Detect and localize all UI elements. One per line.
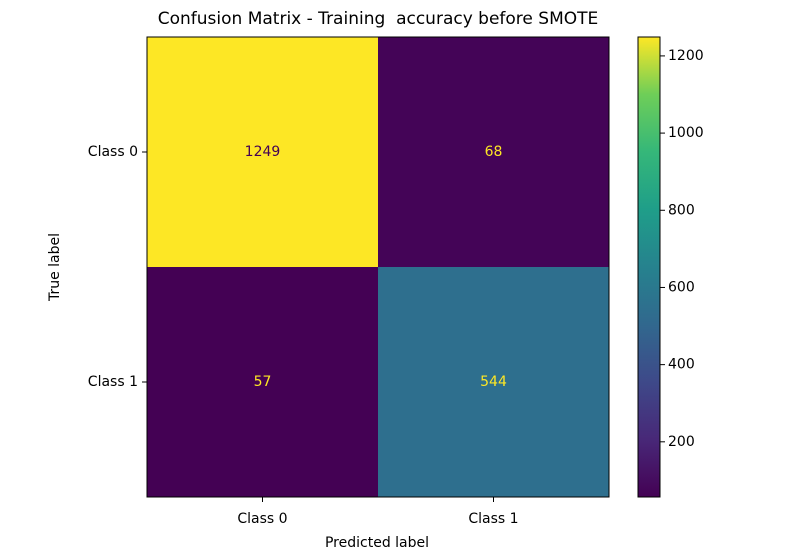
heatmap-cell	[147, 267, 378, 497]
x-tick-label: Class 0	[237, 511, 287, 527]
cell-label: 544	[480, 374, 507, 390]
colorbar-tick-label: 1200	[668, 48, 704, 64]
y-tick-label: Class 0	[88, 144, 138, 160]
cell-label: 68	[485, 144, 503, 160]
y-axis-label: True label	[47, 233, 63, 302]
colorbar	[637, 36, 661, 498]
heatmap-cell	[378, 267, 609, 497]
cell-label: 1249	[245, 144, 281, 160]
colorbar-tick-label: 1000	[668, 125, 704, 141]
colorbar-tick-label: 600	[668, 279, 695, 295]
chart-title: Confusion Matrix - Training accuracy bef…	[158, 9, 599, 29]
plot-frame	[146, 36, 610, 498]
colorbar-tick-label: 200	[668, 434, 695, 450]
colorbar-tick-label: 400	[668, 357, 695, 373]
heatmap-cell	[378, 37, 609, 267]
y-tick-label: Class 1	[88, 374, 138, 390]
colorbar-tick-label: 800	[668, 202, 695, 218]
x-tick-label: Class 1	[468, 511, 518, 527]
heatmap-cell	[147, 37, 378, 267]
x-axis-label: Predicted label	[325, 535, 429, 551]
cell-label: 57	[254, 374, 272, 390]
